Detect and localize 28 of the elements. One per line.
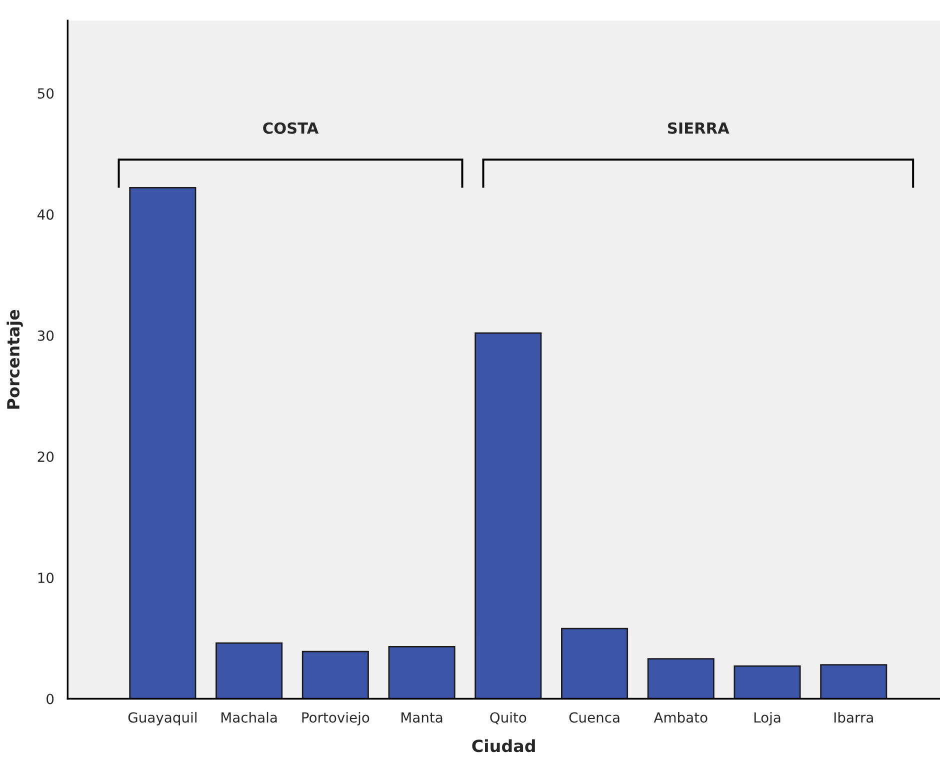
bar bbox=[734, 665, 801, 699]
x-tick-label: Cuenca bbox=[569, 712, 620, 723]
y-tick-label: 20 bbox=[38, 452, 54, 462]
y-tick-label: 50 bbox=[38, 88, 54, 99]
bar bbox=[561, 628, 628, 699]
x-tick-label: Ambato bbox=[654, 712, 708, 723]
y-tick-label: 30 bbox=[38, 330, 54, 341]
annotation: COSTA bbox=[263, 122, 319, 134]
x-tick-label: Portoviejo bbox=[302, 712, 370, 726]
x-tick-label: Quito bbox=[490, 712, 526, 724]
bar bbox=[647, 658, 714, 699]
x-tick-label: Guayaquil bbox=[128, 712, 196, 726]
x-tick-label: Ibarra bbox=[834, 712, 873, 723]
bar bbox=[216, 642, 283, 699]
x-axis-title: Ciudad bbox=[472, 739, 535, 752]
bar bbox=[474, 332, 542, 699]
bar bbox=[820, 664, 888, 699]
x-tick-label: Loja bbox=[754, 712, 780, 726]
y-tick-label: 10 bbox=[38, 572, 54, 584]
bar bbox=[129, 187, 196, 699]
y-tick-label: 0 bbox=[46, 694, 54, 704]
x-tick-label: Machala bbox=[222, 712, 277, 723]
x-tick-label: Manta bbox=[402, 712, 442, 723]
bar bbox=[302, 650, 369, 699]
y-tick-label: 40 bbox=[37, 209, 54, 220]
annotation: SIERRA bbox=[668, 122, 730, 134]
y-axis-title: Porcentaje bbox=[6, 310, 23, 409]
bar bbox=[388, 646, 456, 699]
